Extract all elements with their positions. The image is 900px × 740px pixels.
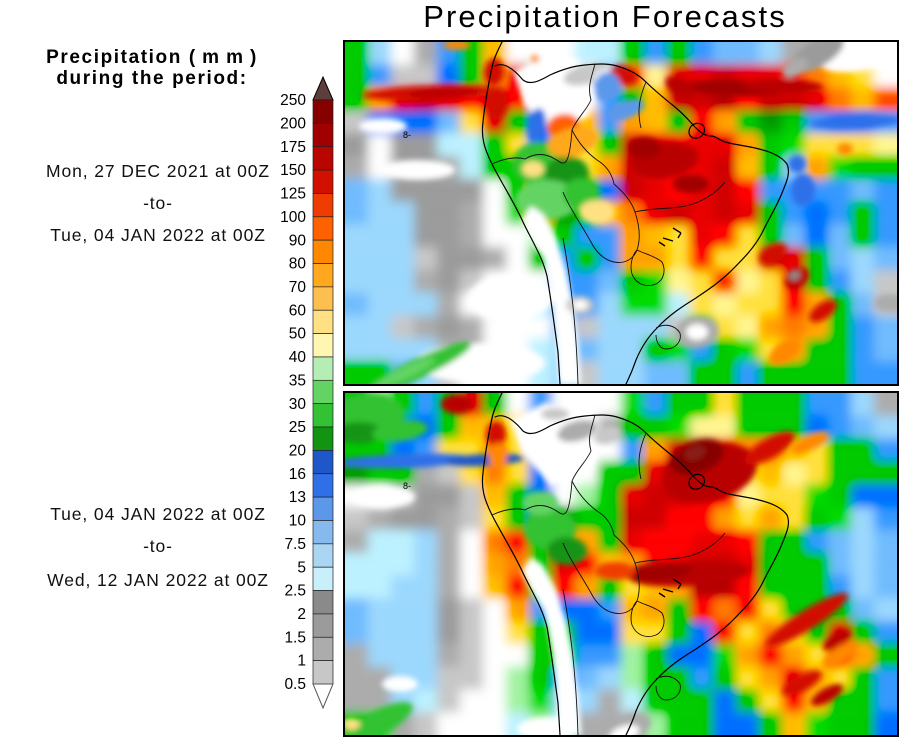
svg-text:90: 90 bbox=[289, 232, 307, 249]
svg-text:16: 16 bbox=[289, 466, 306, 483]
svg-text:7.5: 7.5 bbox=[284, 536, 306, 553]
svg-text:20: 20 bbox=[289, 442, 307, 459]
svg-text:150: 150 bbox=[280, 162, 306, 179]
svg-text:200: 200 bbox=[280, 115, 306, 132]
svg-text:13: 13 bbox=[289, 489, 306, 506]
svg-text:40: 40 bbox=[289, 349, 307, 366]
svg-text:25: 25 bbox=[289, 419, 306, 436]
svg-text:2: 2 bbox=[297, 606, 306, 623]
svg-text:60: 60 bbox=[289, 302, 307, 319]
svg-text:8-: 8- bbox=[403, 481, 411, 491]
svg-text:1: 1 bbox=[297, 653, 306, 670]
svg-text:125: 125 bbox=[280, 186, 306, 203]
svg-text:70: 70 bbox=[289, 279, 307, 296]
svg-text:0.5: 0.5 bbox=[284, 676, 306, 693]
svg-text:5: 5 bbox=[297, 559, 306, 576]
svg-text:30: 30 bbox=[289, 396, 307, 413]
svg-text:80: 80 bbox=[289, 256, 307, 273]
svg-text:8-: 8- bbox=[403, 130, 411, 140]
svg-text:250: 250 bbox=[280, 92, 306, 109]
svg-text:50: 50 bbox=[289, 326, 307, 343]
svg-text:1.5: 1.5 bbox=[284, 629, 306, 646]
svg-text:2.5: 2.5 bbox=[284, 583, 306, 600]
svg-text:35: 35 bbox=[289, 372, 306, 389]
svg-text:10: 10 bbox=[289, 513, 307, 530]
svg-text:175: 175 bbox=[280, 139, 306, 156]
svg-text:100: 100 bbox=[280, 209, 306, 226]
